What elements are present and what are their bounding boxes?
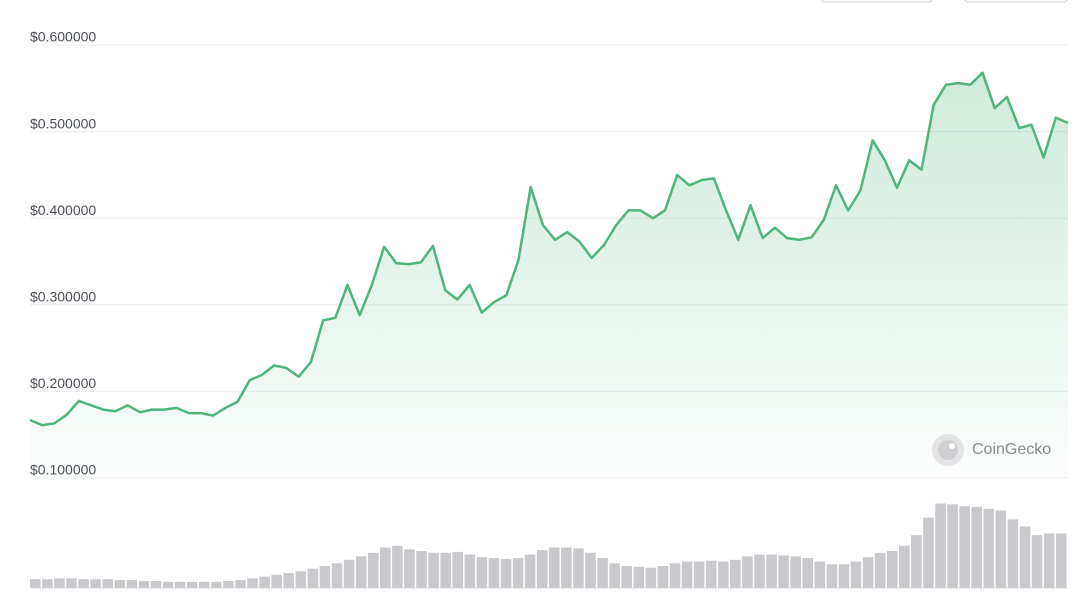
- volume-bar: [380, 547, 391, 588]
- volume-bar: [102, 579, 113, 588]
- volume-bar: [476, 557, 488, 588]
- volume-bar: [416, 551, 427, 588]
- volume-bar: [959, 506, 970, 588]
- volume-bar: [512, 558, 524, 588]
- volume-bar: [186, 581, 198, 588]
- volume-bar: [573, 548, 584, 588]
- volume-bar: [78, 579, 89, 588]
- volume-bar: [464, 554, 476, 588]
- volume-bar: [669, 563, 681, 588]
- volume-bar: [645, 567, 657, 588]
- volume-bar: [862, 557, 874, 588]
- volume-bar: [549, 547, 560, 588]
- volume-bar: [223, 580, 234, 588]
- volume-bar: [778, 555, 789, 588]
- volume-bar: [621, 566, 632, 588]
- volume-bar: [319, 566, 331, 588]
- volume-bar: [66, 578, 77, 588]
- volume-bar: [693, 561, 705, 588]
- volume-bar: [271, 574, 282, 588]
- volume-bar: [1043, 533, 1055, 588]
- volume-bar: [524, 554, 536, 588]
- volume-bar: [681, 561, 693, 588]
- price-line: [29, 71, 1069, 427]
- volume-bar: [150, 580, 162, 588]
- volume-bar: [597, 558, 608, 588]
- volume-bar: [162, 581, 174, 588]
- volume-bar: [1007, 519, 1019, 588]
- volume-bar: [1019, 526, 1031, 588]
- volume-bar: [30, 579, 41, 588]
- volume-bar: [730, 559, 741, 588]
- volume-bar: [247, 578, 258, 588]
- volume-bar: [42, 579, 53, 588]
- y-tick-label: $0.300000: [30, 289, 96, 305]
- volume-bar: [717, 561, 729, 588]
- volume-bar: [935, 503, 946, 588]
- volume-bar: [899, 545, 910, 588]
- volume-bar: [826, 564, 838, 588]
- volume-bar: [742, 556, 753, 588]
- watermark: CoinGecko: [932, 434, 1051, 466]
- volume-bar: [440, 552, 451, 588]
- volume-bar: [54, 578, 65, 588]
- volume-bar: [911, 535, 922, 588]
- volume-bar: [90, 579, 101, 588]
- volume-bar: [814, 561, 826, 588]
- volume-bar: [114, 580, 126, 588]
- y-tick-label: $0.200000: [30, 375, 96, 391]
- watermark-text: CoinGecko: [972, 441, 1051, 458]
- volume-bar: [295, 571, 307, 588]
- volume-bar: [355, 556, 367, 588]
- volume-bar: [1055, 533, 1067, 588]
- volume-bar: [211, 581, 222, 588]
- volume-bar: [343, 559, 355, 588]
- volume-bar: [536, 550, 548, 588]
- volume-bar: [971, 507, 983, 588]
- y-tick-label: $0.600000: [30, 29, 96, 45]
- volume-bar: [983, 508, 995, 588]
- volume-bar: [452, 551, 464, 588]
- volume-bar: [995, 510, 1007, 588]
- volume-bar: [235, 580, 246, 588]
- price-area: [30, 72, 1068, 478]
- volume-bar: [850, 561, 862, 588]
- volume-bar: [838, 564, 850, 588]
- y-tick-label: $0.400000: [30, 202, 96, 218]
- range-button[interactable]: [964, 0, 1068, 3]
- volume-bar: [488, 558, 500, 588]
- volume-bar: [886, 551, 898, 588]
- volume-bar: [947, 504, 958, 588]
- volume-bar: [428, 552, 439, 588]
- volume-bar: [126, 580, 138, 588]
- volume-bar: [1031, 535, 1043, 588]
- volume-bar: [500, 558, 512, 588]
- range-button[interactable]: [821, 0, 933, 3]
- volume-bar: [561, 547, 572, 588]
- volume-bar: [585, 552, 596, 588]
- volume-bar: [367, 552, 379, 588]
- volume-bar: [283, 573, 295, 588]
- volume-bar: [198, 581, 210, 588]
- volume-bar: [657, 566, 669, 588]
- volume-bar: [404, 549, 415, 588]
- volume-bar: [307, 568, 319, 588]
- plot: $0.600000 $0.500000 $0.400000 $0.300000 $0.2…: [29, 29, 1069, 589]
- volume-bar: [705, 560, 717, 588]
- volume-bar: [754, 554, 765, 588]
- volume-bar: [138, 580, 150, 588]
- volume-bar: [802, 558, 814, 588]
- volume-bar: [874, 552, 886, 588]
- y-tick-label: $0.500000: [30, 115, 96, 131]
- volume-bar: [609, 563, 620, 588]
- volume-bar: [633, 566, 645, 588]
- volume-bar: [766, 554, 777, 588]
- volume-bar: [259, 576, 270, 588]
- volume-bar: [331, 563, 343, 588]
- volume-bar: [392, 545, 403, 588]
- volume-bar: [790, 556, 801, 588]
- volume-bar: [923, 517, 934, 588]
- volume-bar: [174, 581, 186, 588]
